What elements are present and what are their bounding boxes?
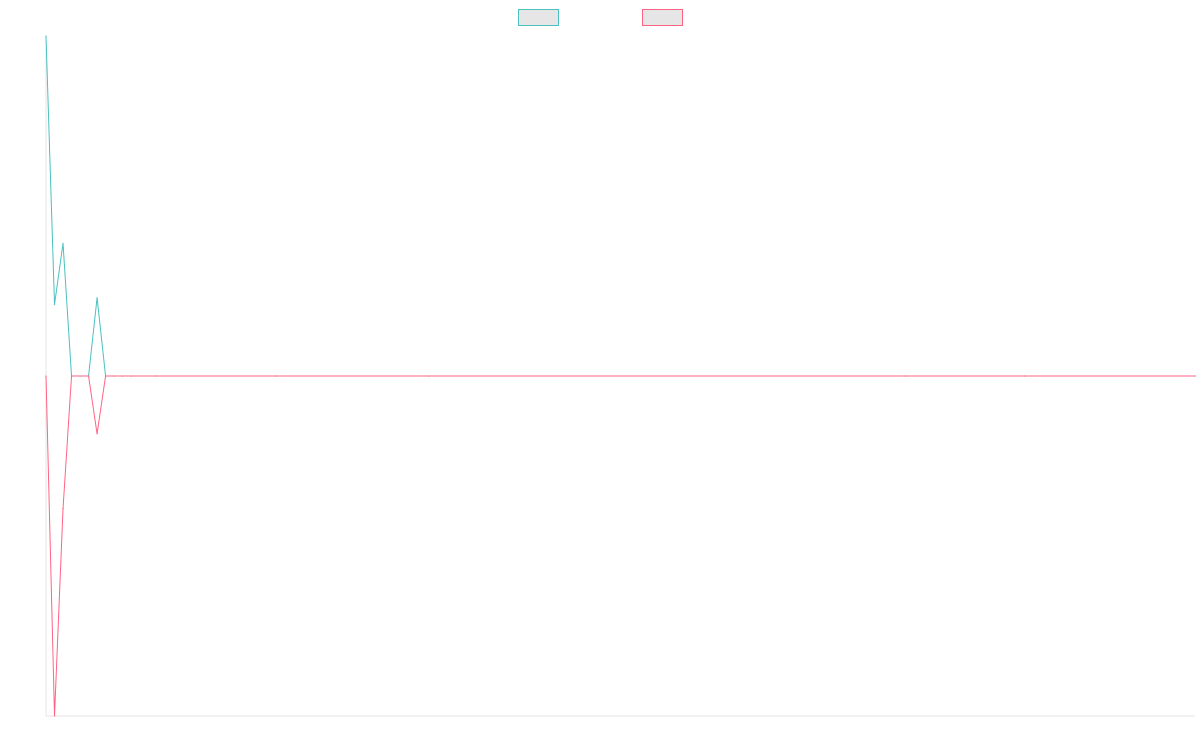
series-2-point-16	[1194, 375, 1196, 377]
series-line-2	[45, 375, 1195, 717]
series-2-point-3	[70, 375, 73, 377]
series-1-point-2	[62, 242, 64, 245]
series-2-point-5	[87, 375, 90, 377]
series-2-point-4	[79, 375, 81, 377]
series-2-point-13	[428, 375, 430, 377]
marker-layer	[45, 35, 1196, 717]
series-2-point-1	[53, 715, 56, 717]
series-2-point-6	[96, 433, 98, 435]
series-1-point-1	[53, 303, 56, 306]
series-2-point-12	[275, 375, 277, 377]
legend-swatch-1[interactable]	[518, 9, 559, 26]
series-2-point-10	[130, 375, 132, 377]
series-2-point-7	[104, 375, 107, 377]
series-layer	[45, 35, 1195, 717]
series-2-point-0	[45, 375, 47, 377]
series-line-1	[45, 35, 1195, 377]
series-2-point-15	[1023, 375, 1026, 377]
series-2-point-8	[113, 375, 115, 377]
legend-swatch-2[interactable]	[642, 9, 683, 26]
series-2-point-2	[62, 507, 64, 510]
series-1-point-0	[45, 35, 47, 37]
series-1-point-6	[96, 297, 98, 299]
series-2-point-11	[155, 375, 158, 377]
series-2-point-14	[904, 375, 907, 377]
legend[interactable]	[518, 9, 683, 26]
series-2-point-9	[121, 375, 124, 377]
